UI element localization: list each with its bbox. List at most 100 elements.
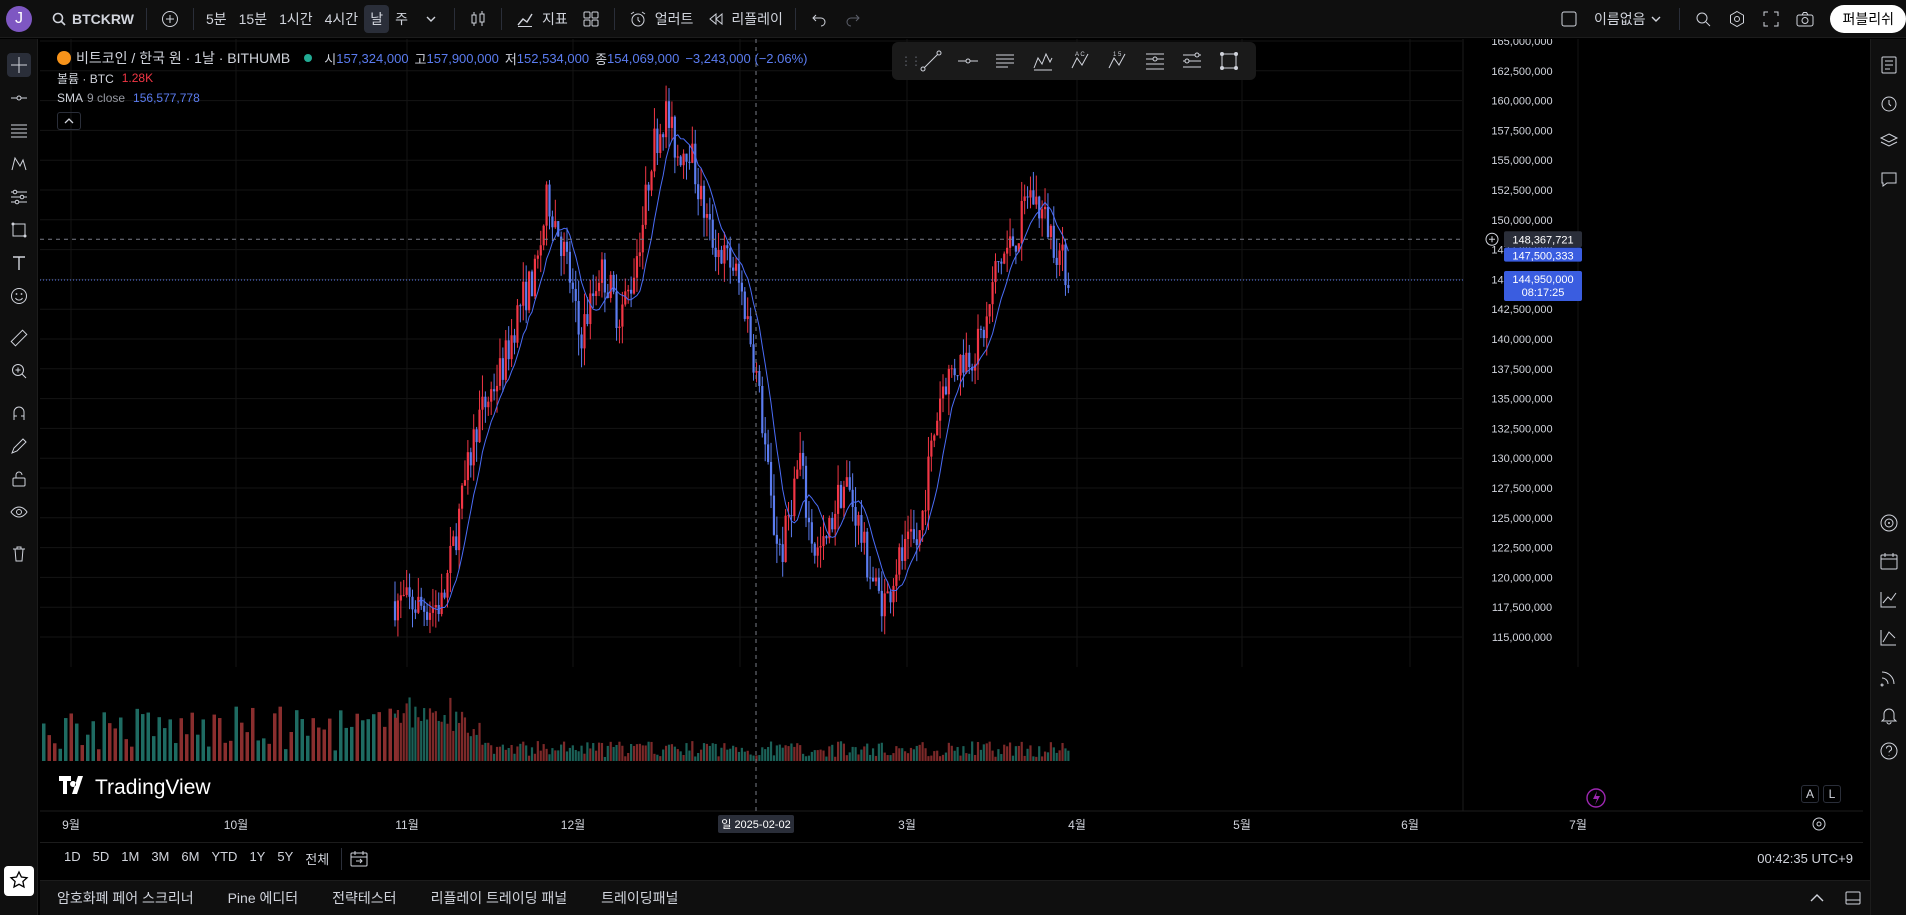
notification-bell-icon[interactable] — [1877, 703, 1901, 727]
watchlist-icon[interactable] — [1877, 53, 1901, 77]
trash-icon[interactable] — [7, 542, 31, 566]
interval-15m[interactable]: 15분 — [238, 10, 268, 27]
volume-bar — [691, 741, 694, 761]
horizontal-ray-icon[interactable] — [949, 50, 986, 72]
go-to-date-icon[interactable] — [348, 848, 370, 870]
tab-replay-trading-panel[interactable]: 리플레이 트레이딩 패널 — [430, 890, 568, 906]
volume-bar — [659, 756, 662, 761]
range-1m[interactable]: 1M — [121, 849, 140, 864]
lock-icon[interactable] — [7, 467, 31, 491]
auto-scale-button[interactable]: A — [1801, 785, 1819, 803]
layers-icon[interactable] — [1877, 129, 1901, 153]
undo-button[interactable] — [802, 5, 836, 33]
templates-button[interactable] — [574, 5, 608, 33]
fib-retracement-icon[interactable] — [1136, 50, 1173, 72]
publish-button[interactable]: 퍼블리쉬 — [1830, 4, 1906, 33]
tab-strategy-tester[interactable]: 전략테스터 — [332, 890, 397, 906]
indicators-button[interactable]: 지표 — [508, 5, 574, 33]
quick-search-button[interactable] — [1686, 5, 1720, 33]
trendline-tool-icon[interactable] — [7, 86, 31, 110]
target-icon[interactable] — [1877, 511, 1901, 535]
pattern-tool-icon[interactable] — [7, 152, 31, 176]
interval-1w[interactable]: 주 — [395, 10, 408, 27]
price-chart[interactable]: 165,000,000 162,500,000 160,000,000 157,500… — [40, 36, 1863, 837]
options-icon[interactable] — [1877, 625, 1901, 649]
maximize-panel-icon[interactable] — [1842, 887, 1864, 909]
settings-button[interactable] — [1720, 5, 1754, 33]
abcd-pattern-icon[interactable]: A C — [1061, 50, 1098, 72]
volume-bar — [705, 743, 709, 761]
chart-pane[interactable]: 165,000,000 162,500,000 160,000,000 157,500… — [40, 36, 1863, 837]
trendline-icon[interactable] — [912, 50, 949, 72]
clock-timezone[interactable]: 00:42:35 UTC+9 — [1757, 851, 1853, 866]
replay-button[interactable]: 리플레이 — [699, 5, 789, 33]
range-5y[interactable]: 5Y — [277, 849, 294, 864]
strategy-icon[interactable] — [1877, 587, 1901, 611]
range-5d[interactable]: 5D — [92, 849, 110, 864]
magnet-icon[interactable] — [7, 401, 31, 425]
eye-icon[interactable] — [7, 500, 31, 524]
elliott-wave-icon[interactable] — [1024, 50, 1061, 72]
tradingview-watermark[interactable]: TradingView — [59, 776, 211, 800]
broadcast-icon[interactable] — [1877, 665, 1901, 689]
chat-icon[interactable] — [1877, 167, 1901, 191]
range-all[interactable]: 전체 — [305, 852, 330, 867]
compare-button[interactable] — [153, 5, 187, 33]
tab-trading-panel[interactable]: 트레이딩패널 — [601, 890, 679, 906]
calendar-icon[interactable] — [1877, 549, 1901, 573]
help-icon[interactable] — [1877, 739, 1901, 763]
symbol-title[interactable]: 비트코인 / 한국 원 · 1날 · BITHUMB — [76, 50, 291, 66]
user-avatar[interactable]: J — [6, 5, 32, 32]
range-1d[interactable]: 1D — [64, 849, 81, 864]
chart-type-button[interactable] — [461, 5, 495, 33]
interval-dropdown[interactable] — [414, 5, 448, 33]
range-3m[interactable]: 3M — [151, 849, 170, 864]
alarm-clock-icon[interactable] — [1877, 91, 1901, 115]
layout-button[interactable]: 이름없음 — [1552, 5, 1674, 33]
tab-crypto-screener[interactable]: 암호화폐 페어 스크리너 — [57, 890, 194, 906]
log-scale-button[interactable]: L — [1823, 785, 1841, 803]
range-1y[interactable]: 1Y — [249, 849, 266, 864]
forecast-tool-icon[interactable] — [7, 185, 31, 209]
fullscreen-button[interactable] — [1754, 5, 1788, 33]
volume-bar — [597, 742, 601, 761]
volume-bar — [64, 718, 68, 761]
sma-legend-row[interactable]: SMA 9 close 156,577,778 — [57, 91, 200, 105]
symbol-search[interactable]: BTCKRW — [42, 5, 140, 33]
wave-count-icon[interactable]: 1 5 — [1099, 50, 1136, 72]
volume-legend-row[interactable]: 볼륨 · BTC 1.28K — [57, 71, 154, 86]
interval-1d[interactable]: 날 — [364, 4, 390, 33]
range-6m[interactable]: 6M — [181, 849, 200, 864]
volume-bar — [542, 744, 545, 761]
interval-5m[interactable]: 5분 — [205, 10, 227, 27]
emoji-tool-icon[interactable] — [7, 284, 31, 308]
fib-tool-icon[interactable] — [7, 119, 31, 143]
drag-handle-icon[interactable]: ⋮⋮ — [900, 54, 922, 68]
pencil-lock-icon[interactable] — [7, 434, 31, 458]
zoom-in-icon[interactable] — [7, 359, 31, 383]
alert-button[interactable]: 얼러트 — [621, 5, 700, 33]
text-tool-icon[interactable] — [7, 251, 31, 275]
candle-body — [431, 607, 434, 613]
favorites-star-button[interactable] — [4, 866, 34, 896]
range-ytd[interactable]: YTD — [211, 849, 238, 864]
candle-body — [962, 354, 965, 373]
parallel-channel-icon[interactable] — [987, 50, 1024, 72]
crosshair-tool-icon[interactable] — [7, 53, 31, 77]
interval-4h[interactable]: 4시간 — [324, 10, 359, 27]
price-tick-label: 137,500,000 — [1491, 364, 1552, 376]
chevron-up-icon[interactable] — [1806, 887, 1828, 909]
rectangle-icon[interactable] — [1211, 50, 1248, 72]
screenshot-button[interactable] — [1788, 5, 1822, 33]
volume-bar — [982, 744, 985, 761]
candle-body — [638, 252, 641, 257]
interval-1h[interactable]: 1시간 — [279, 10, 313, 27]
volume-bar — [350, 726, 354, 761]
lightning-event-icon — [1586, 788, 1606, 808]
collapse-legend-button[interactable] — [57, 112, 81, 130]
fib-channel-icon[interactable] — [1173, 50, 1210, 72]
shape-tool-icon[interactable] — [7, 218, 31, 242]
ruler-tool-icon[interactable] — [7, 326, 31, 350]
tab-pine-editor[interactable]: Pine 에디터 — [227, 890, 299, 906]
redo-button[interactable] — [836, 5, 870, 33]
